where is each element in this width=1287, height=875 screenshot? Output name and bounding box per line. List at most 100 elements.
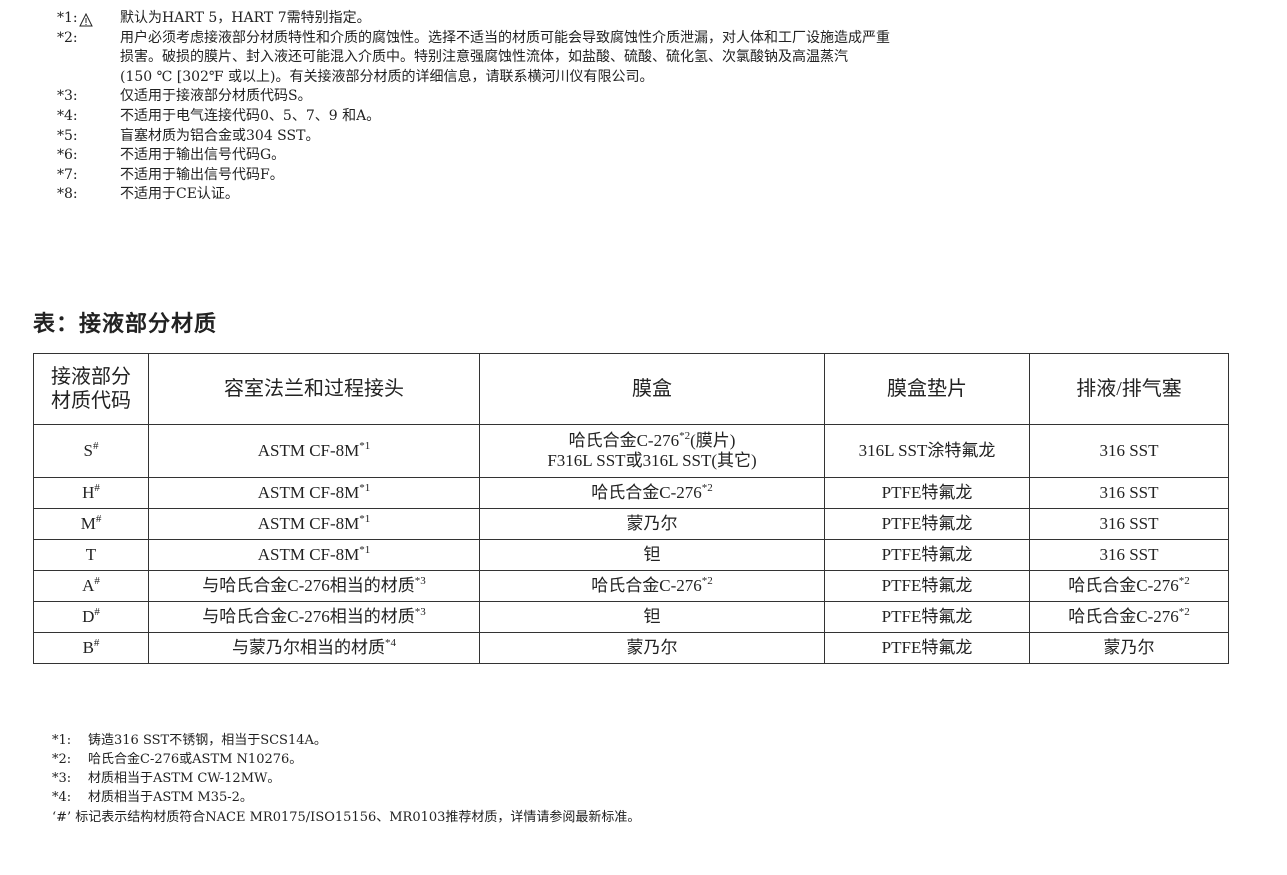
- note-label: *4:: [57, 107, 78, 124]
- footnote-item: *1: 铸造316 SST不锈钢，相当于SCS14A。: [52, 731, 327, 750]
- footnote-ref: *1: [359, 513, 371, 525]
- table-row: T ASTM CF-8M*1 钽 PTFE特氟龙 316 SST: [33, 539, 1229, 571]
- note-label: *3:: [57, 88, 78, 105]
- drain-cell: 316 SST: [1029, 539, 1229, 571]
- footnote-text: 铸造316 SST不锈钢，相当于SCS14A。: [88, 733, 327, 748]
- capsule-cell: 蒙乃尔: [479, 508, 825, 540]
- note-item: *8: 不适用于CE认证。: [57, 185, 1230, 205]
- code: T: [85, 545, 97, 564]
- nace-mark: #: [92, 440, 99, 452]
- nace-mark: #: [93, 637, 100, 649]
- nace-mark: #: [94, 575, 100, 587]
- gasket-cell: PTFE特氟龙: [824, 570, 1030, 602]
- note-label: *1:: [57, 10, 78, 26]
- footnote-text: 材质相当于ASTM CW-12MW。: [88, 771, 281, 786]
- footnote-text: 材质相当于ASTM M35-2。: [88, 790, 253, 805]
- code: D: [82, 607, 95, 626]
- note-text: 不适用于输出信号代码G。: [120, 147, 286, 164]
- drain-material: 316 SST: [1099, 514, 1159, 533]
- flange-cell: 与哈氏合金C-276相当的材质*3: [148, 601, 480, 633]
- note-text: 默认为HART 5，HART 7需特别指定。: [120, 10, 371, 26]
- capsule-cell: 蒙乃尔: [479, 632, 825, 664]
- code: A: [82, 576, 95, 595]
- flange-cell: 与哈氏合金C-276相当的材质*3: [148, 570, 480, 602]
- header-gasket: 膜盒垫片: [824, 353, 1030, 425]
- footnote-item: *3: 材质相当于ASTM CW-12MW。: [52, 769, 327, 788]
- footnote-ref: *2: [1178, 606, 1190, 618]
- drain-cell: 316 SST: [1029, 477, 1229, 509]
- capsule-cell: 哈氏合金C-276*2(膜片) F316L SST或316L SST(其它): [479, 424, 825, 478]
- notes-list: *1: 默认为HART 5，HART 7需特别指定。 *2: 用户必须考虑接液部分材质…: [57, 9, 1230, 205]
- table-row: D# 与哈氏合金C-276相当的材质*3 钽 PTFE特氟龙 哈氏合金C-276…: [33, 601, 1229, 633]
- note-text: 不适用于CE认证。: [120, 186, 239, 203]
- capsule-material: 钽: [643, 607, 661, 626]
- note-item: *4: 不适用于电气连接代码0、5、7、9 和A。: [57, 107, 1230, 127]
- table-footnotes: *1: 铸造316 SST不锈钢，相当于SCS14A。 *2: 哈氏合金C-276或A…: [52, 731, 327, 807]
- footnote-ref: *1: [359, 544, 371, 556]
- footnote-ref: *2: [679, 430, 691, 442]
- gasket-cell: PTFE特氟龙: [824, 601, 1030, 633]
- nace-mark: #: [94, 606, 100, 618]
- nace-note: ‘#’ 标记表示结构材质符合NACE MR0175/ISO15156、MR010…: [52, 810, 641, 825]
- note-label: *7:: [57, 166, 78, 183]
- drain-cell: 316 SST: [1029, 508, 1229, 540]
- flange-cell: ASTM CF-8M*1: [148, 424, 480, 478]
- flange-material: 与哈氏合金C-276相当的材质: [202, 607, 415, 626]
- footnote-item: *4: 材质相当于ASTM M35-2。: [52, 788, 327, 807]
- drain-cell: 蒙乃尔: [1029, 632, 1229, 664]
- header-code: 接液部分 材质代码: [33, 353, 149, 425]
- table-row: B# 与蒙乃尔相当的材质*4 蒙乃尔 PTFE特氟龙 蒙乃尔: [33, 632, 1229, 664]
- flange-material: ASTM CF-8M: [257, 483, 360, 502]
- code-cell: A#: [33, 570, 149, 602]
- code: S: [83, 441, 93, 460]
- note-text: 不适用于电气连接代码0、5、7、9 和A。: [120, 107, 381, 124]
- note-text: 盲塞材质为铝合金或304 SST。: [120, 127, 320, 144]
- table-row: M# ASTM CF-8M*1 蒙乃尔 PTFE特氟龙 316 SST: [33, 508, 1229, 540]
- gasket-cell: PTFE特氟龙: [824, 508, 1030, 540]
- footnote-ref: *2: [1178, 575, 1190, 587]
- footnote-label: *4:: [52, 790, 72, 805]
- note-item: *2: 用户必须考虑接液部分材质特性和介质的腐蚀性。选择不适当的材质可能会导致腐蚀…: [57, 12, 1230, 88]
- note-label: *2:: [57, 29, 78, 46]
- drain-material: 316 SST: [1099, 545, 1159, 564]
- capsule-cell: 钽: [479, 539, 825, 571]
- capsule-material: 哈氏合金C-276: [568, 431, 680, 450]
- code-cell: T: [33, 539, 149, 571]
- footnote-label: *3:: [52, 771, 72, 786]
- flange-cell: 与蒙乃尔相当的材质*4: [148, 632, 480, 664]
- code-cell: D#: [33, 601, 149, 633]
- header-drain: 排液/排气塞: [1029, 353, 1229, 425]
- capsule-material: 哈氏合金C-276: [591, 576, 702, 595]
- gasket-cell: 316L SST涂特氟龙: [824, 424, 1030, 478]
- header-capsule: 膜盒: [479, 353, 825, 425]
- code-cell: S#: [33, 424, 149, 478]
- note-item: *1: 默认为HART 5，HART 7需特别指定。: [57, 9, 1230, 29]
- footnote-ref: *3: [414, 606, 426, 618]
- footnote-text: 哈氏合金C-276或ASTM N10276。: [88, 752, 303, 767]
- capsule-cell: 钽: [479, 601, 825, 633]
- drain-material: 哈氏合金C-276: [1068, 576, 1179, 595]
- warning-triangle-icon: [79, 9, 93, 34]
- note-text: 用户必须考虑接液部分材质特性和介质的腐蚀性。选择不适当的材质可能会导致腐蚀性介质…: [120, 29, 890, 85]
- note-text: 不适用于输出信号代码F。: [120, 166, 284, 183]
- footnote-label: *1:: [52, 733, 72, 748]
- drain-cell: 哈氏合金C-276*2: [1029, 601, 1229, 633]
- footnote-item: *2: 哈氏合金C-276或ASTM N10276。: [52, 750, 327, 769]
- note-item: *7: 不适用于输出信号代码F。: [57, 166, 1230, 186]
- capsule-material: 蒙乃尔: [626, 638, 678, 657]
- code: H: [82, 483, 95, 502]
- table-title: 表：接液部分材质: [33, 312, 218, 337]
- flange-material: ASTM CF-8M: [257, 441, 360, 460]
- footnote-ref: *1: [359, 482, 371, 494]
- note-item: *6: 不适用于输出信号代码G。: [57, 146, 1230, 166]
- table-row: S# ASTM CF-8M*1 哈氏合金C-276*2(膜片) F316L SST…: [33, 424, 1229, 478]
- gasket-cell: PTFE特氟龙: [824, 477, 1030, 509]
- flange-material: ASTM CF-8M: [257, 514, 360, 533]
- note-item: *3: 仅适用于接液部分材质代码S。: [57, 87, 1230, 107]
- table-header-row: 接液部分 材质代码 容室法兰和过程接头 膜盒 膜盒垫片 排液/排气塞: [33, 353, 1229, 425]
- note-label: *8:: [57, 186, 78, 203]
- capsule-material-other: F316L SST或316L SST(其它): [547, 451, 757, 470]
- drain-cell: 316 SST: [1029, 424, 1229, 478]
- flange-material: 与蒙乃尔相当的材质: [232, 638, 385, 657]
- flange-cell: ASTM CF-8M*1: [148, 477, 480, 509]
